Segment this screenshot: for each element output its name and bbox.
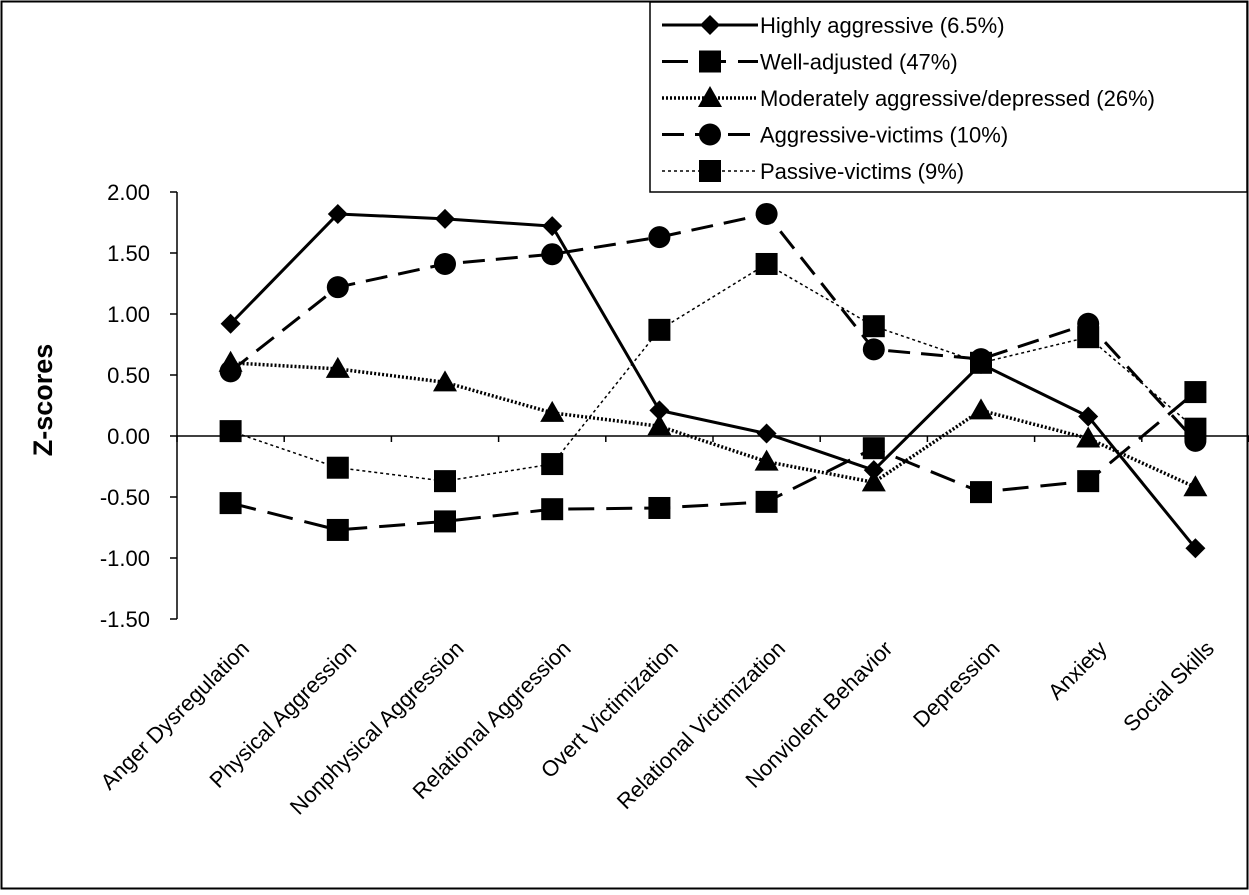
data-point-square-series-5 (326, 456, 349, 479)
legend-marker-triangle (698, 86, 722, 107)
data-point-square-series-5 (970, 351, 992, 374)
legend-marker-diamond (700, 15, 720, 35)
data-point-square-series-5 (219, 420, 242, 443)
data-point-square-series-2 (1077, 470, 1100, 493)
data-point-diamond-series-1 (327, 203, 348, 224)
data-point-square-series-2 (219, 492, 242, 515)
data-point-diamond-series-1 (542, 216, 563, 237)
data-point-diamond-series-1 (756, 423, 777, 444)
data-point-square-series-5 (541, 453, 564, 476)
series-line-3 (230, 361, 1197, 489)
legend-entry-label: Passive-victims (9%) (760, 159, 964, 184)
data-point-diamond-series-1 (1185, 538, 1206, 559)
y-tick-label: 2.00 (107, 180, 150, 205)
y-tick-label: -1.50 (100, 607, 150, 632)
data-point-diamond-series-1 (220, 313, 241, 334)
data-point-square-series-5 (648, 318, 671, 341)
data-point-square-series-5 (755, 252, 778, 275)
data-point-triangle-series-3 (754, 449, 779, 471)
data-point-circle-series-4 (219, 360, 242, 383)
data-point-square-series-2 (326, 518, 349, 541)
data-point-square-series-5 (862, 315, 885, 338)
data-point-square-series-2 (434, 510, 456, 533)
data-point-triangle-series-3 (1183, 475, 1208, 497)
plot-area: 2.001.501.000.500.00-0.50-1.00-1.50Anger… (28, 180, 1249, 820)
series-line-4 (229, 212, 1197, 442)
data-point-square-series-2 (541, 498, 564, 521)
series-line-2 (230, 390, 1197, 532)
data-point-circle-series-4 (648, 226, 671, 249)
data-point-triangle-series-3 (861, 470, 886, 492)
data-point-circle-series-4 (755, 202, 778, 225)
data-point-diamond-series-1 (435, 208, 455, 229)
legend-entry-label: Aggressive-victims (10%) (760, 123, 1008, 148)
legend-box (649, 1, 1248, 193)
legend-entry-label: Highly aggressive (6.5%) (760, 13, 1005, 38)
data-point-square-series-2 (970, 481, 992, 504)
data-point-diamond-series-1 (1078, 406, 1099, 427)
data-point-triangle-series-3 (647, 414, 672, 436)
data-point-square-series-2 (648, 496, 671, 519)
series-line-1 (229, 212, 1197, 550)
data-point-square-series-2 (862, 437, 885, 460)
legend-marker-square (699, 160, 721, 182)
y-tick-label: -0.50 (100, 485, 150, 510)
data-point-triangle-series-3 (1076, 426, 1101, 448)
data-point-square-series-2 (1184, 381, 1207, 404)
data-point-triangle-series-3 (969, 398, 993, 420)
data-point-diamond-series-1 (863, 460, 884, 481)
series-line-5 (230, 263, 1196, 482)
data-point-circle-series-4 (862, 338, 885, 361)
y-tick-label: 0.50 (107, 363, 150, 388)
data-point-square-series-5 (434, 470, 456, 493)
data-point-triangle-series-3 (325, 356, 350, 378)
data-point-diamond-series-1 (649, 400, 670, 421)
data-point-square-series-2 (755, 490, 778, 513)
data-point-circle-series-4 (541, 243, 564, 266)
legend-marker-square (699, 50, 721, 73)
y-tick-label: 0.00 (107, 424, 150, 449)
y-tick-label: 1.50 (107, 241, 150, 266)
data-point-square-series-5 (1077, 326, 1100, 349)
data-point-circle-series-4 (326, 276, 349, 299)
data-point-triangle-series-3 (540, 400, 565, 422)
legend-marker-circle (699, 123, 721, 146)
legend-entry-label: Moderately aggressive/depressed (26%) (760, 86, 1155, 111)
data-point-circle-series-4 (434, 252, 456, 275)
y-tick-label: -1.00 (100, 546, 150, 571)
y-axis-label: Z-scores (28, 344, 58, 457)
data-point-triangle-series-3 (433, 370, 457, 392)
y-tick-label: 1.00 (107, 302, 150, 327)
data-point-square-series-5 (1184, 417, 1207, 440)
legend-entry-label: Well-adjusted (47%) (760, 50, 958, 75)
legend: Highly aggressive (6.5%) Well-adjusted (4… (649, 1, 1248, 193)
